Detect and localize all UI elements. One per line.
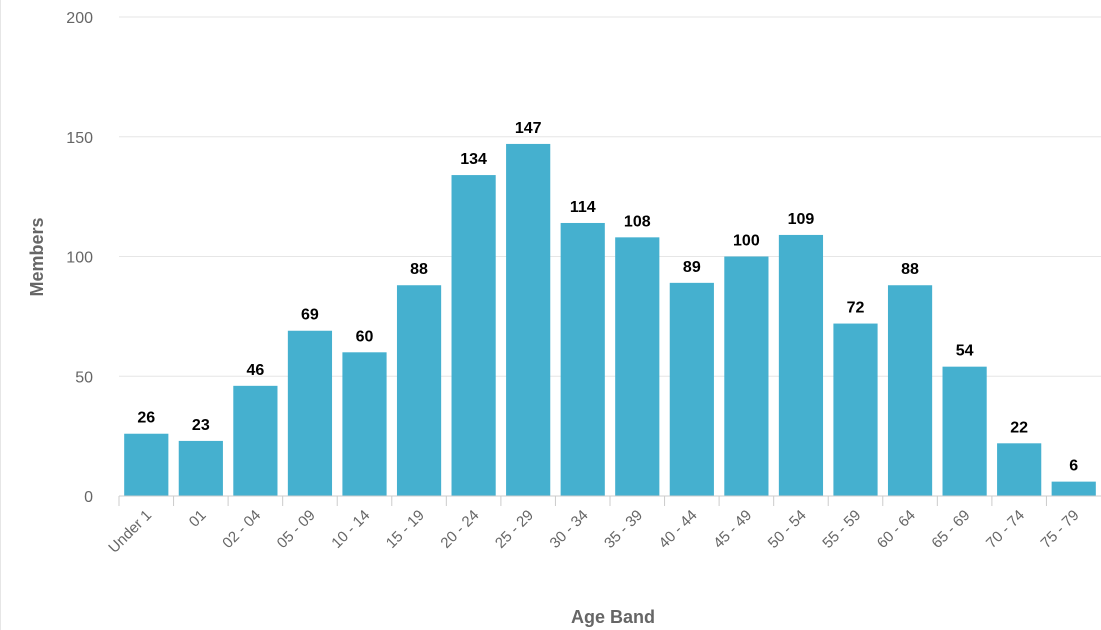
data-label: 46 [246,362,264,379]
data-label: 6 [1069,458,1078,475]
y-axis-title: Members [27,217,47,296]
x-tick-label: 15 - 19 [383,507,428,552]
data-label: 88 [410,261,428,278]
x-tick-labels: Under 1 01 02 - 04 05 - 09 10 - 14 15 - 19 20 … [105,507,1082,557]
data-label: 109 [788,211,815,228]
x-tick-label: 65 - 69 [928,507,973,552]
x-tick-label: 20 - 24 [437,507,482,552]
y-tick-labels: 0 50 100 150 200 [66,10,93,506]
data-label: 22 [1010,419,1028,436]
y-tick-label: 150 [66,130,93,147]
x-tick-label: 02 - 04 [219,507,264,552]
x-tick-label: 01 [186,507,210,531]
bar-50-54[interactable] [778,234,824,496]
bar-75-79[interactable] [1051,481,1096,496]
bar-20-24[interactable] [451,175,496,496]
x-tick-label: 50 - 54 [765,507,810,552]
x-tick-label: Under 1 [105,507,155,557]
data-label: 69 [301,307,319,324]
bar-55-59[interactable] [833,323,878,496]
x-tick-label: 05 - 09 [274,507,319,552]
x-tick-label: 40 - 44 [656,507,701,552]
bars-layer [124,143,1096,497]
x-tick-label: 55 - 59 [819,507,864,552]
x-tick-label: 30 - 34 [547,507,592,552]
bar-10-14[interactable] [342,352,387,496]
bar-15-19[interactable] [396,285,442,496]
bar-45-49[interactable] [724,256,769,497]
x-tick-label: 35 - 39 [601,507,646,552]
y-tick-label: 50 [75,369,93,386]
bar-65-69[interactable] [942,366,987,496]
x-tick-label: 45 - 49 [710,507,755,552]
bar-02-04[interactable] [233,385,278,496]
data-label: 100 [733,233,760,250]
bar-25-29[interactable] [506,143,551,496]
data-label: 23 [192,417,210,434]
bar-30-34[interactable] [560,222,605,496]
y-tick-label: 100 [66,250,93,267]
data-label: 134 [460,151,487,168]
data-label: 108 [624,213,651,230]
bar-60-64[interactable] [887,285,933,496]
x-tick-label: 70 - 74 [983,507,1028,552]
x-tick-label: 75 - 79 [1038,507,1083,552]
y-tick-label: 0 [84,489,93,506]
data-label: 88 [901,261,919,278]
data-label: 147 [515,120,542,137]
x-tick-label: 10 - 14 [328,507,373,552]
bar-70-74[interactable] [997,443,1042,496]
axis-layer [118,495,1101,506]
data-label: 89 [683,259,701,276]
bar-01[interactable] [178,440,223,496]
x-tick-label: 60 - 64 [874,507,919,552]
data-label: 54 [956,343,974,360]
y-tick-label: 200 [66,10,93,27]
data-label: 72 [847,300,865,317]
bar-under1[interactable] [124,433,169,496]
data-label: 60 [356,328,374,345]
x-tick-label: 25 - 29 [492,507,537,552]
bar-35-39[interactable] [615,237,660,496]
grid-layer [119,16,1101,377]
x-axis-title: Age Band [571,607,655,627]
bar-40-44[interactable] [669,282,714,496]
data-label: 26 [137,410,155,427]
data-label: 114 [570,199,596,216]
data-labels-layer: 26 23 46 69 60 88 134 147 114 108 89 100 109 72 88 54 22… [137,120,1078,475]
bar-05-09[interactable] [287,330,333,496]
